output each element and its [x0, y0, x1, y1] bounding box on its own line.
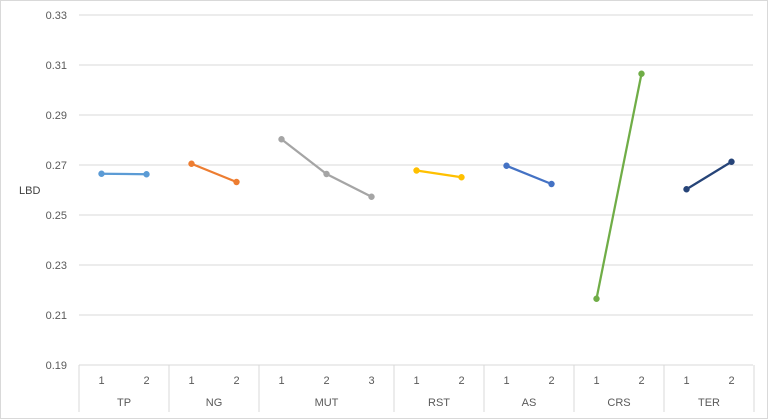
data-point	[638, 70, 645, 77]
data-point	[503, 162, 510, 169]
series-line-ng	[190, 162, 238, 184]
y-tick-label: 0.23	[46, 260, 67, 272]
series-mut	[278, 136, 375, 200]
level-label: 1	[413, 375, 419, 387]
data-point	[458, 174, 465, 181]
series-tp	[98, 170, 150, 178]
level-label: 1	[188, 375, 194, 387]
data-point	[593, 295, 600, 302]
y-tick-labels: 0.19 0.21 0.23 0.25 0.27 0.29 0.31 0.33	[46, 10, 67, 372]
level-label: 1	[278, 375, 284, 387]
series-line-crs	[595, 72, 643, 300]
group-label-tp: TP	[117, 397, 131, 409]
series-line-ter	[685, 160, 733, 191]
series-line-rst	[415, 169, 463, 179]
level-label: 1	[683, 375, 689, 387]
level-label: 1	[593, 375, 599, 387]
series-line-as	[505, 164, 553, 186]
data-point	[188, 160, 195, 167]
series-rst	[413, 167, 465, 181]
series-ter	[683, 158, 735, 193]
level-label: 2	[233, 375, 239, 387]
data-point	[368, 193, 375, 200]
data-point	[233, 178, 240, 186]
y-tick-label: 0.27	[46, 160, 67, 172]
level-label: 2	[728, 375, 734, 387]
level-label: 2	[143, 375, 149, 387]
data-point	[143, 171, 150, 178]
level-label: 2	[638, 375, 644, 387]
y-tick-label: 0.21	[46, 310, 67, 322]
level-label: 2	[548, 375, 554, 387]
group-label-ter: TER	[698, 397, 720, 409]
data-point	[323, 170, 330, 178]
y-tick-label: 0.33	[46, 10, 67, 22]
data-point	[413, 167, 420, 174]
group-label-ng: NG	[206, 397, 223, 409]
group-label-rst: RST	[428, 397, 450, 409]
series-ng	[188, 160, 240, 186]
level-label: 1	[503, 375, 509, 387]
y-tick-label: 0.25	[46, 210, 67, 222]
group-label-as: AS	[522, 397, 537, 409]
level-label: 3	[368, 375, 374, 387]
group-label-mut: MUT	[315, 397, 339, 409]
series-line-mut	[280, 138, 373, 198]
series-crs	[593, 70, 645, 302]
data-point	[728, 158, 735, 165]
series-as	[503, 162, 555, 188]
y-tick-label: 0.29	[46, 110, 67, 122]
data-point	[98, 170, 105, 177]
y-tick-label: 0.31	[46, 60, 67, 72]
y-axis-label: LBD	[19, 185, 40, 197]
level-label: 2	[323, 375, 329, 387]
data-point	[683, 186, 690, 193]
level-label: 2	[458, 375, 464, 387]
group-label-crs: CRS	[607, 397, 630, 409]
series-lines	[98, 70, 735, 302]
data-point	[278, 136, 285, 143]
level-label: 1	[98, 375, 104, 387]
series-line-tp	[100, 172, 148, 176]
data-point	[548, 180, 555, 188]
gridlines	[79, 14, 753, 366]
x-axis: TP 1 2 NG 1 2 MUT 1 2 3 RST 1 2 AS 1 2 CRS 1 2 TER 1 2	[78, 364, 755, 412]
y-tick-label: 0.19	[46, 360, 67, 372]
